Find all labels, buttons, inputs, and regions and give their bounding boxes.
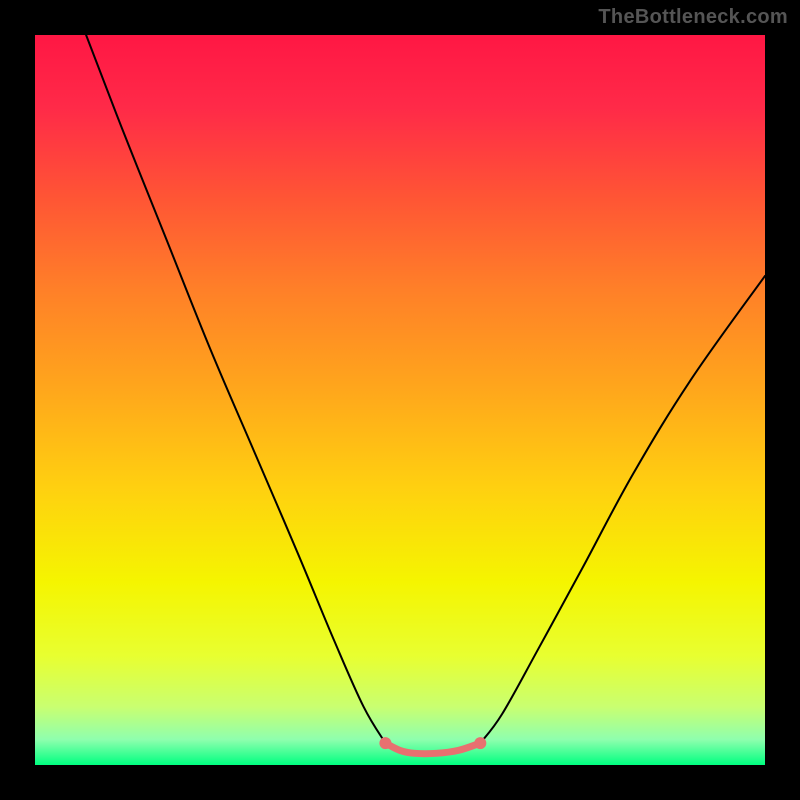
plot-area bbox=[35, 35, 765, 765]
marker-optimum-band bbox=[474, 737, 486, 749]
series-bottleneck-curve-right bbox=[480, 276, 765, 743]
watermark-label: TheBottleneck.com bbox=[598, 6, 788, 29]
marker-optimum-band bbox=[379, 737, 391, 749]
chart-frame: TheBottleneck.com bbox=[0, 0, 800, 800]
series-overlay bbox=[35, 35, 765, 765]
series-optimum-band bbox=[385, 743, 480, 754]
series-bottleneck-curve-left bbox=[86, 35, 385, 743]
